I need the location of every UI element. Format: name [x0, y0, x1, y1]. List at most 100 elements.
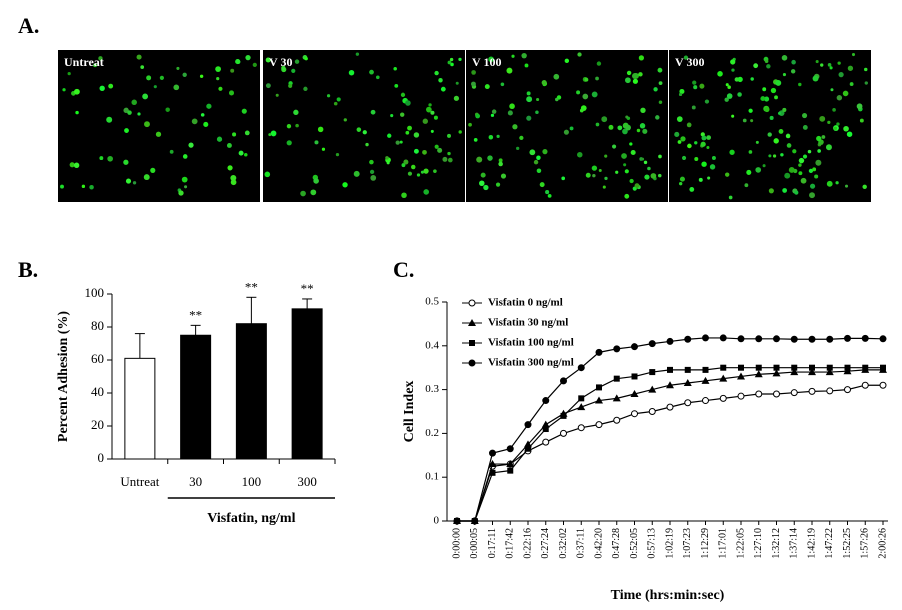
marker	[719, 394, 727, 402]
cell	[411, 164, 416, 170]
cell	[471, 70, 476, 75]
marker	[488, 460, 497, 468]
cell	[108, 83, 114, 89]
cell	[203, 121, 209, 127]
marker	[507, 467, 514, 474]
cell	[704, 99, 710, 104]
cell	[585, 172, 591, 178]
marker	[737, 392, 745, 400]
cell	[99, 85, 105, 91]
y-tick-label: 0	[434, 515, 440, 527]
cell	[693, 85, 698, 90]
cell	[206, 103, 212, 109]
cell	[862, 184, 867, 190]
cell	[393, 66, 397, 71]
cell	[711, 156, 716, 160]
cell	[843, 125, 849, 132]
cell	[577, 151, 583, 158]
cell	[440, 86, 446, 92]
cell	[529, 149, 536, 156]
cell	[638, 72, 643, 77]
cell	[624, 193, 630, 199]
cell	[244, 153, 248, 157]
marker	[577, 403, 586, 411]
cell	[230, 68, 235, 73]
cell	[539, 182, 545, 188]
cell	[475, 113, 481, 119]
y-axis-label: Cell Index	[402, 381, 417, 443]
x-tick-label: 300	[297, 474, 317, 489]
marker	[468, 359, 476, 367]
marker	[542, 426, 549, 433]
cell	[798, 171, 803, 176]
cell	[791, 59, 796, 65]
cell	[453, 95, 460, 101]
cell	[75, 110, 79, 115]
cell	[226, 143, 232, 148]
x-tick-label: 1:07:23	[682, 528, 693, 559]
cell	[342, 182, 348, 188]
marker	[772, 369, 781, 377]
cell	[856, 103, 863, 110]
cell	[216, 77, 220, 81]
cell	[433, 169, 437, 173]
cell	[833, 126, 838, 131]
marker	[542, 438, 550, 446]
cell	[658, 154, 662, 159]
image-label: V 30	[269, 55, 292, 69]
marker	[755, 335, 763, 343]
cell	[420, 170, 425, 174]
cell	[153, 85, 157, 89]
cell	[846, 131, 853, 137]
cell	[564, 58, 570, 64]
cell	[362, 130, 367, 135]
cell	[191, 118, 198, 125]
cell	[536, 168, 542, 174]
cell	[483, 184, 489, 191]
cell	[124, 128, 129, 133]
cell	[632, 73, 638, 79]
x-tick-label: Untreat	[120, 474, 159, 489]
cell	[200, 113, 205, 117]
cell	[678, 92, 683, 97]
cell	[218, 86, 223, 91]
cell	[658, 100, 663, 104]
cell	[591, 165, 598, 171]
cell	[847, 65, 854, 71]
marker	[773, 364, 780, 371]
cell	[744, 183, 749, 188]
cell	[768, 188, 774, 194]
marker	[613, 345, 621, 353]
cell	[595, 76, 599, 81]
cell	[623, 163, 627, 167]
cell	[655, 115, 660, 120]
marker	[577, 424, 585, 432]
x-tick-label: 0:00:05	[469, 528, 480, 559]
cell	[774, 95, 778, 100]
cell	[526, 96, 533, 103]
marker	[595, 396, 603, 404]
cell	[159, 75, 164, 80]
cell	[592, 173, 596, 178]
x-tick-label: 1:42:19	[806, 528, 817, 559]
cell	[820, 63, 824, 67]
cell	[782, 73, 787, 77]
panel-label: B.	[18, 257, 38, 282]
cell	[495, 182, 501, 187]
cell	[790, 69, 796, 74]
x-tick-label: 0:17:11	[487, 528, 498, 558]
cell	[423, 189, 430, 195]
cell	[782, 188, 788, 193]
y-tick-label: 100	[85, 285, 105, 300]
image-label: V 300	[675, 55, 704, 69]
marker	[754, 370, 763, 378]
cell	[643, 160, 648, 165]
marker	[808, 387, 816, 395]
cell	[629, 142, 633, 146]
cell	[422, 149, 427, 155]
marker	[879, 381, 887, 389]
cell	[348, 69, 355, 76]
cell	[784, 172, 791, 179]
cell	[447, 60, 452, 65]
cell	[199, 74, 204, 78]
